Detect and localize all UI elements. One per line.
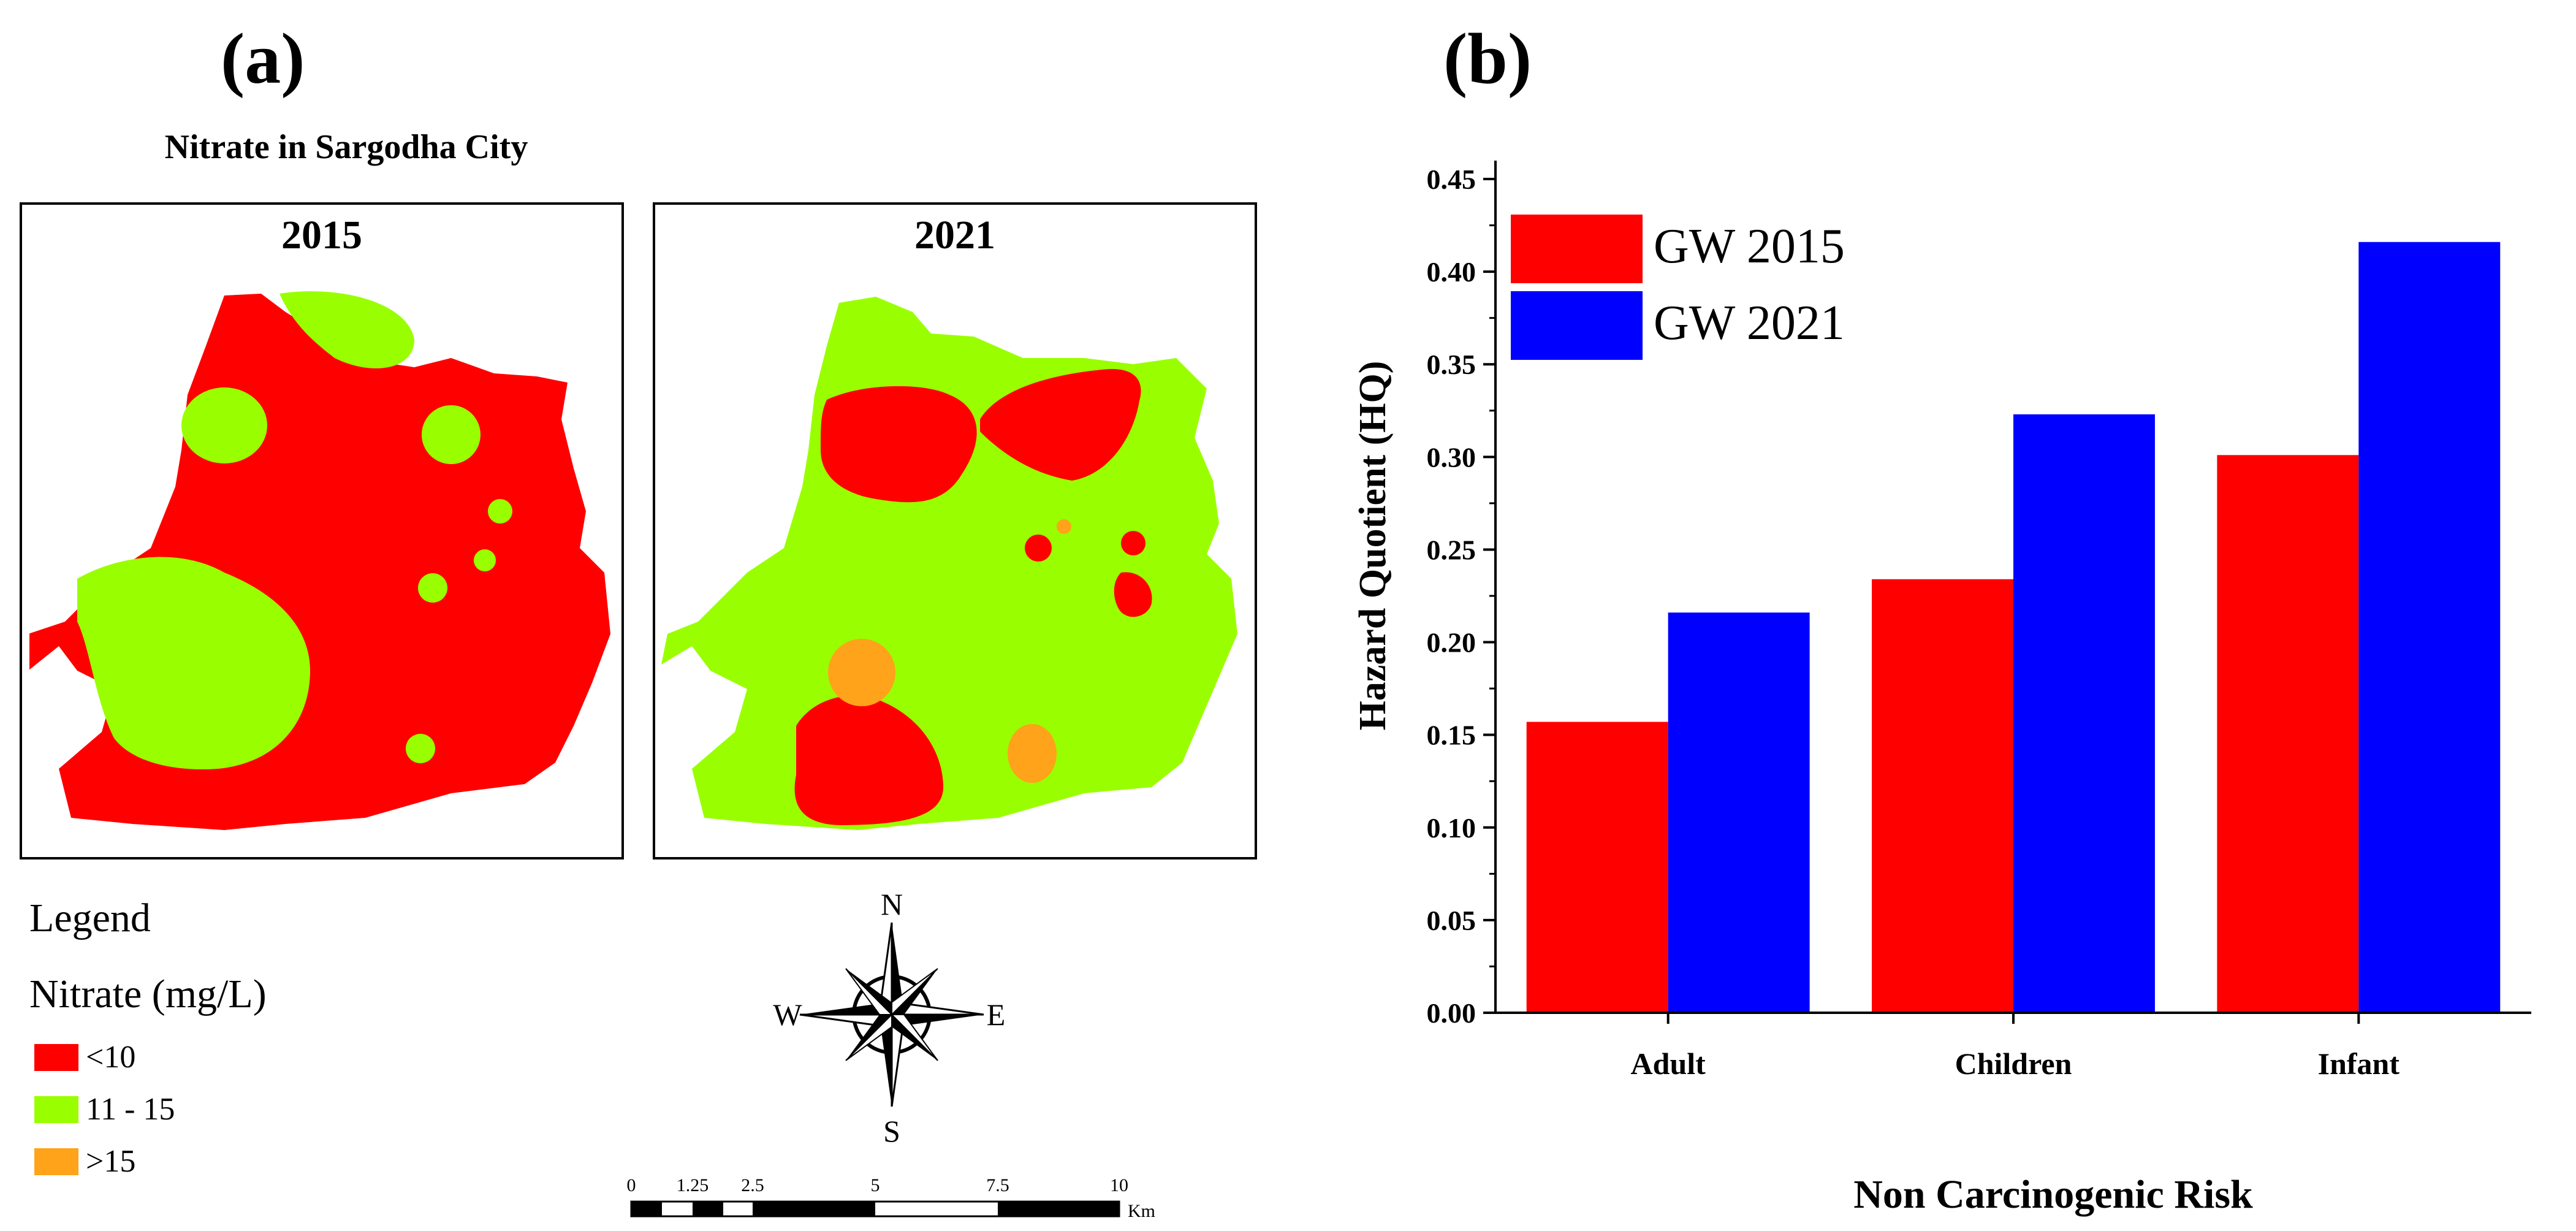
bar-gw-2015-infant <box>2217 455 2359 1013</box>
legend-item-high: >15 <box>34 1143 135 1180</box>
scale-tick-1: 1.25 <box>677 1175 709 1195</box>
scale-bar-segment <box>998 1202 1119 1216</box>
map-2015-region-mid <box>422 405 481 464</box>
map-2021-region-low <box>794 695 943 825</box>
scale-tick-4: 7.5 <box>986 1175 1009 1195</box>
y-tick-label: 0.40 <box>1427 256 1476 288</box>
map-2021-region-low <box>1121 531 1146 555</box>
x-tick-label: Adult <box>1631 1046 1706 1081</box>
map-2021-region-high <box>828 639 895 706</box>
compass-star-icon <box>799 922 984 1107</box>
legend-swatch-low <box>34 1043 78 1071</box>
map-2021-frame: 2021 <box>653 202 1257 859</box>
map-2015-region-mid <box>406 734 435 763</box>
map-2021-region-low <box>980 368 1141 481</box>
map-2015-region-mid <box>488 499 512 524</box>
legend-label-gw-2015: GW 2015 <box>1654 219 1845 273</box>
map-2015-frame: 2015 <box>20 202 624 859</box>
map-2015-region-mid <box>418 573 447 603</box>
map-2021-region-high <box>1008 724 1057 783</box>
x-tick-label: Infant <box>2318 1046 2400 1081</box>
map-title: Nitrate in Sargodha City <box>164 128 528 166</box>
panel-a-label: (a) <box>221 18 305 99</box>
legend-swatch-mid <box>34 1096 78 1123</box>
map-2015-region-low <box>28 294 610 830</box>
scale-bar: 0 1.25 2.5 5 7.5 10 Km <box>627 1175 1156 1221</box>
x-axis-label: Non Carcinogenic Risk <box>1853 1172 2253 1217</box>
bar-chart: Adult Children Infant 0.00 0.05 0.10 0.15 0.20 0… <box>1352 161 2531 1217</box>
y-tick-label: 0.25 <box>1427 534 1476 565</box>
map-2015-svg <box>22 291 610 830</box>
legend-title: Legend <box>29 896 151 940</box>
map-2021-year: 2021 <box>914 213 995 257</box>
legend-label-low: <10 <box>86 1040 136 1075</box>
scale-unit: Km <box>1128 1201 1155 1221</box>
compass-s: S <box>883 1114 900 1146</box>
bar-gw-2021-infant <box>2358 242 2501 1013</box>
bar-gw-2021-children <box>2013 414 2155 1013</box>
map-2015-region-mid <box>279 291 414 368</box>
bar-gw-2015-children <box>1872 579 2013 1013</box>
scale-tick-2: 2.5 <box>741 1175 764 1195</box>
compass-rose: N S E W <box>773 889 1006 1146</box>
legend-item-mid: 11 - 15 <box>34 1091 175 1127</box>
compass-n: N <box>881 889 903 921</box>
scale-tick-0: 0 <box>627 1175 636 1195</box>
panel-b-label: (b) <box>1443 18 1532 99</box>
map-2021-region-mid <box>661 297 1237 830</box>
y-tick-label: 0.30 <box>1427 441 1476 473</box>
map-2021-region-high <box>1057 519 1071 534</box>
legend-swatch-gw-2021 <box>1511 291 1643 360</box>
legend-item-low: <10 <box>34 1039 135 1075</box>
map-2015-region-mid <box>474 549 496 571</box>
map-2021-region-low <box>821 386 977 503</box>
map-2021-region-low <box>1025 535 1052 562</box>
y-tick-label: 0.05 <box>1427 905 1476 936</box>
compass-e: E <box>987 997 1006 1032</box>
legend-subtitle: Nitrate (mg/L) <box>29 972 267 1016</box>
legend-swatch-gw-2015 <box>1511 215 1643 283</box>
scale-tick-3: 5 <box>871 1175 880 1195</box>
y-tick-label: 0.15 <box>1427 720 1476 751</box>
legend-label-mid: 11 - 15 <box>86 1092 175 1127</box>
map-2015-region-mid <box>181 387 267 463</box>
map-2015-region-mid <box>77 557 310 769</box>
legend-swatch-high <box>34 1148 78 1175</box>
map-2021-svg <box>661 297 1237 830</box>
scale-bar-segment <box>693 1202 723 1216</box>
bar-gw-2015-adult <box>1526 722 1668 1013</box>
y-tick-label: 0.20 <box>1427 627 1476 658</box>
scale-bar-segment <box>631 1202 662 1216</box>
bar-gw-2021-adult <box>1668 612 1810 1013</box>
scale-tick-5: 10 <box>1110 1175 1128 1195</box>
scale-bar-segment <box>753 1202 875 1216</box>
x-tick-label: Children <box>1955 1046 2072 1081</box>
y-tick-label: 0.10 <box>1427 812 1476 844</box>
y-tick-label: 0.35 <box>1427 349 1476 380</box>
map-2015-year: 2015 <box>281 213 362 257</box>
map-2021-region-low <box>1114 572 1152 617</box>
map-2015-edge-gap <box>22 628 29 695</box>
y-tick-label: 0.45 <box>1427 164 1476 195</box>
legend-label-high: >15 <box>86 1144 136 1179</box>
y-tick-label: 0.00 <box>1427 997 1476 1029</box>
legend-label-gw-2021: GW 2021 <box>1654 296 1845 350</box>
y-axis-label: Hazard Quotient (HQ) <box>1352 361 1394 731</box>
compass-w: W <box>773 997 802 1032</box>
